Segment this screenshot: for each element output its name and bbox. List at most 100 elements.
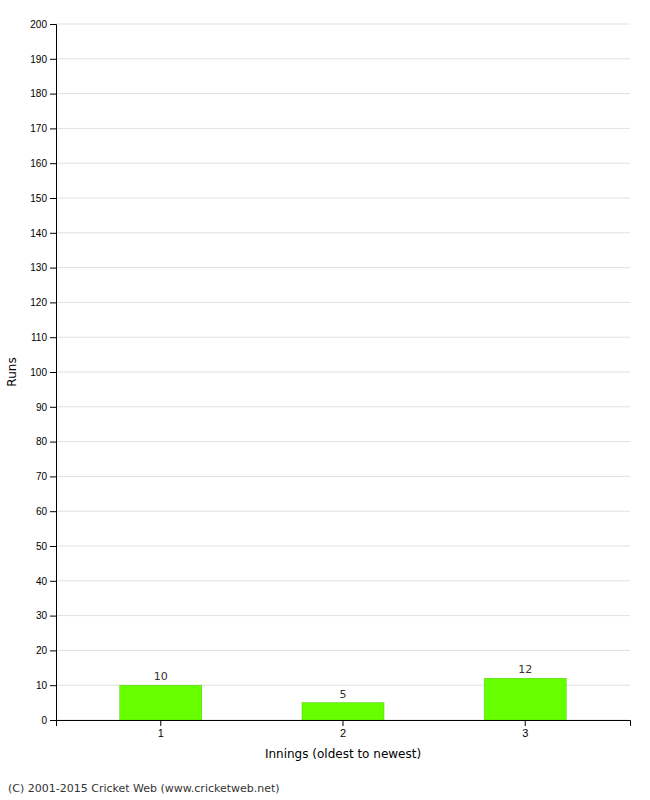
tick-mark — [50, 650, 56, 651]
tick-label: 60 — [36, 506, 48, 517]
tick-label: 80 — [36, 436, 48, 447]
tick-label: 20 — [36, 645, 48, 656]
tick-mark — [50, 198, 56, 199]
bar — [484, 678, 566, 720]
tick-mark — [50, 476, 56, 477]
grid-line — [56, 406, 630, 407]
tick-label: 100 — [30, 367, 47, 378]
axis-line — [50, 25, 57, 721]
tick: 200 — [30, 19, 56, 30]
x-axis: 1 2 3 — [57, 720, 631, 739]
tick: 120 — [30, 297, 56, 308]
data-labels: 10512 — [154, 663, 532, 700]
tick-label: 3 — [522, 727, 528, 739]
tick-label: 1 — [158, 727, 164, 739]
chart: 1051212301020304050607080901001101201301… — [0, 0, 650, 800]
tick-label: 160 — [30, 158, 47, 169]
y-axis: 0 10 20 30 40 50 60 70 80 90 100 110 120 130 140 150 160… — [30, 19, 56, 726]
grid-line — [56, 267, 630, 268]
tick-mark — [343, 720, 344, 726]
tick-label: 50 — [36, 541, 48, 552]
tick: 70 — [36, 471, 56, 482]
footer: (C) 2001-2015 Cricket Web (www.cricketwe… — [8, 782, 280, 795]
tick-mark — [50, 581, 56, 582]
tick-label: 140 — [30, 228, 47, 239]
grid-line — [56, 580, 630, 581]
grid-line — [56, 163, 630, 164]
grid-line — [56, 58, 630, 59]
tick-mark — [50, 546, 56, 547]
tick-mark — [50, 59, 56, 60]
tick: 150 — [30, 193, 56, 204]
tick: 3 — [522, 720, 528, 739]
tick-label: 200 — [30, 19, 47, 30]
grid — [56, 24, 630, 720]
grid-line — [56, 476, 630, 477]
grid-line — [56, 441, 630, 442]
grid-line — [56, 546, 630, 547]
tick: 90 — [36, 402, 56, 413]
tick-mark — [525, 720, 526, 726]
tick: 2 — [340, 720, 346, 739]
tick-label: 0 — [41, 715, 47, 726]
tick-mark — [50, 372, 56, 373]
y-axis-title: Runs — [5, 357, 19, 386]
grid-line — [56, 198, 630, 199]
tick-label: 110 — [31, 332, 47, 343]
grid-line — [56, 93, 630, 94]
grid-line — [56, 24, 630, 25]
tick-mark — [160, 720, 161, 726]
tick: 20 — [36, 645, 56, 656]
bar — [120, 685, 202, 720]
tick-mark — [50, 302, 56, 303]
tick: 110 — [31, 332, 56, 343]
grid-line — [56, 337, 630, 338]
tick-label: 180 — [30, 88, 47, 99]
tick: 190 — [30, 54, 56, 65]
tick-label: 70 — [36, 471, 48, 482]
data-label: 5 — [340, 688, 347, 701]
tick: 130 — [30, 262, 56, 273]
tick: 160 — [30, 158, 56, 169]
tick: 50 — [36, 541, 56, 552]
tick-mark — [50, 24, 56, 25]
tick-mark — [50, 685, 56, 686]
bar — [302, 703, 384, 720]
plot: 1051212301020304050607080901001101201301… — [30, 19, 630, 739]
tick: 10 — [36, 680, 56, 691]
tick-label: 90 — [36, 402, 48, 413]
tick-mark — [50, 163, 56, 164]
tick-label: 30 — [36, 610, 48, 621]
tick-label: 120 — [30, 297, 47, 308]
tick-label: 150 — [30, 193, 47, 204]
data-label: 12 — [518, 663, 532, 676]
x-axis-title: Innings (oldest to newest) — [265, 747, 421, 761]
grid-line — [56, 128, 630, 129]
tick-mark — [50, 616, 56, 617]
tick-label: 2 — [340, 727, 346, 739]
tick-mark — [50, 442, 56, 443]
tick: 80 — [36, 436, 56, 447]
tick: 40 — [36, 576, 56, 587]
tick-label: 170 — [30, 123, 47, 134]
tick-label: 10 — [36, 680, 48, 691]
tick: 100 — [30, 367, 56, 378]
grid-line — [56, 232, 630, 233]
bars — [120, 678, 566, 720]
grid-line — [56, 615, 630, 616]
grid-line — [56, 650, 630, 651]
tick: 180 — [30, 88, 56, 99]
tick: 140 — [30, 228, 56, 239]
tick-mark — [50, 337, 56, 338]
tick-label: 190 — [30, 54, 47, 65]
tick-label: 130 — [30, 262, 47, 273]
tick-label: 40 — [36, 576, 48, 587]
tick: 0 — [41, 715, 56, 726]
tick-mark — [50, 511, 56, 512]
grid-line — [56, 511, 630, 512]
grid-line — [56, 302, 630, 303]
axis-line — [57, 721, 631, 727]
tick-mark — [50, 94, 56, 95]
tick-mark — [50, 720, 56, 721]
grid-line — [56, 372, 630, 373]
